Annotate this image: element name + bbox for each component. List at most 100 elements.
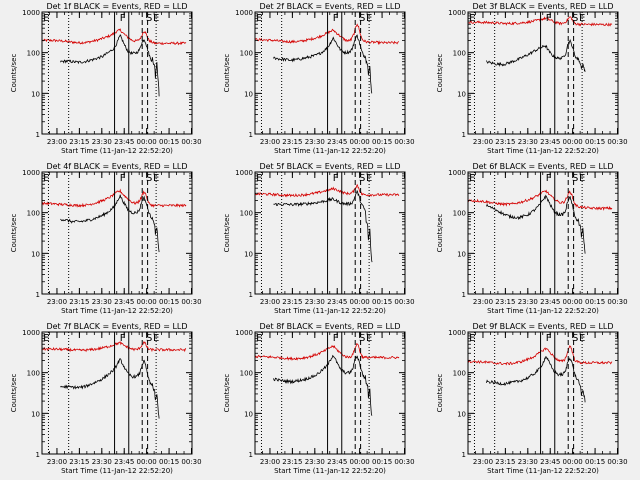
event-marker-label: F	[333, 333, 339, 344]
x-tick-label: 23:00	[473, 458, 493, 466]
x-tick-label: 00:15	[585, 458, 605, 466]
x-axis-label: Start Time (11-Jan-12 22:52:20)	[274, 467, 386, 475]
plot-area	[468, 345, 613, 403]
event-marker-label: E	[43, 173, 49, 184]
x-tick-label: 00:15	[372, 298, 392, 306]
y-tick-label: 100	[453, 50, 466, 58]
x-tick-label: 23:45	[114, 298, 134, 306]
x-tick-label: 23:30	[92, 458, 112, 466]
y-tick-label: 100	[240, 50, 253, 58]
x-tick-label: 23:15	[69, 458, 89, 466]
x-axis-label: Start Time (11-Jan-12 22:52:20)	[274, 307, 386, 315]
x-tick-label: 00:30	[607, 458, 627, 466]
events-series-line	[486, 194, 586, 254]
lld-series-line	[255, 343, 400, 361]
event-marker-label: E	[43, 333, 49, 344]
event-marker-label: E	[256, 333, 262, 344]
x-tick-label: 23:30	[305, 298, 325, 306]
y-tick-label: 1000	[448, 9, 466, 17]
y-tick-label: 1	[36, 131, 40, 139]
y-tick-label: 1000	[235, 9, 253, 17]
x-tick-label: 23:15	[282, 298, 302, 306]
event-marker-label: S	[146, 173, 152, 184]
y-tick-label: 10	[31, 90, 40, 98]
chart-title: Det 2f BLACK = Events, RED = LLD	[259, 2, 400, 11]
x-tick-label: 23:15	[69, 298, 89, 306]
x-tick-label: 00:00	[137, 458, 157, 466]
event-marker-label: E	[153, 173, 159, 184]
event-marker-label: F	[120, 13, 126, 24]
event-marker-label: E	[256, 13, 262, 24]
y-axis-label: Counts/sec	[10, 214, 18, 253]
x-tick-label: 23:30	[92, 138, 112, 146]
event-marker-label: E	[579, 333, 585, 344]
x-axis-label: Start Time (11-Jan-12 22:52:20)	[61, 147, 173, 155]
y-tick-label: 1000	[22, 9, 40, 17]
x-tick-label: 00:15	[372, 458, 392, 466]
plot-area	[255, 183, 400, 263]
x-tick-label: 23:30	[518, 458, 538, 466]
x-tick-label: 00:00	[137, 298, 157, 306]
y-tick-label: 1	[462, 451, 466, 459]
y-tick-label: 10	[457, 90, 466, 98]
x-tick-label: 00:30	[181, 298, 201, 306]
x-tick-label: 23:00	[47, 138, 67, 146]
x-tick-label: 23:45	[114, 138, 134, 146]
y-tick-label: 10	[457, 410, 466, 418]
plot-area	[42, 28, 187, 97]
plot-area	[42, 188, 187, 253]
y-tick-label: 1	[249, 291, 253, 299]
y-axis-label: Counts/sec	[436, 214, 444, 253]
plot-area	[468, 16, 613, 73]
x-tick-label: 23:15	[282, 138, 302, 146]
y-axis-label: Counts/sec	[10, 374, 18, 413]
x-tick-label: 00:15	[585, 138, 605, 146]
event-marker-label: E	[579, 13, 585, 24]
y-tick-label: 1000	[448, 169, 466, 177]
x-tick-label: 23:00	[260, 458, 280, 466]
plot-area	[468, 189, 613, 254]
y-tick-label: 100	[240, 210, 253, 218]
x-tick-label: 23:30	[92, 298, 112, 306]
y-axis-label: Counts/sec	[436, 54, 444, 93]
plot-area	[255, 23, 400, 94]
y-tick-label: 1000	[235, 169, 253, 177]
y-tick-label: 10	[244, 410, 253, 418]
event-marker-label: F	[546, 13, 552, 24]
y-tick-label: 100	[453, 370, 466, 378]
event-marker-label: E	[366, 173, 372, 184]
x-tick-label: 00:15	[159, 458, 179, 466]
x-tick-label: 23:00	[47, 298, 67, 306]
chart-title: Det 6f BLACK = Events, RED = LLD	[472, 162, 613, 171]
y-tick-label: 1000	[22, 329, 40, 337]
lld-series-line	[42, 188, 187, 208]
x-tick-label: 00:30	[181, 458, 201, 466]
x-tick-label: 00:15	[585, 298, 605, 306]
x-axis-label: Start Time (11-Jan-12 22:52:20)	[487, 147, 599, 155]
x-tick-label: 23:45	[540, 298, 560, 306]
y-tick-label: 1	[36, 291, 40, 299]
y-tick-label: 100	[27, 370, 40, 378]
event-marker-label: S	[359, 13, 365, 24]
chart-title: Det 9f BLACK = Events, RED = LLD	[472, 322, 613, 331]
events-series-line	[486, 39, 586, 73]
events-series-line	[486, 356, 586, 403]
event-marker-label: E	[366, 333, 372, 344]
y-tick-label: 10	[244, 90, 253, 98]
y-axis-label: Counts/sec	[223, 214, 231, 253]
x-tick-label: 23:45	[327, 138, 347, 146]
y-tick-label: 1	[462, 291, 466, 299]
x-tick-label: 23:45	[540, 458, 560, 466]
lld-series-line	[255, 183, 400, 198]
x-tick-label: 00:30	[607, 298, 627, 306]
x-tick-label: 23:00	[260, 138, 280, 146]
y-axis-label: Counts/sec	[223, 54, 231, 93]
chart-title: Det 1f BLACK = Events, RED = LLD	[46, 2, 187, 11]
event-marker-label: F	[333, 13, 339, 24]
y-tick-label: 10	[31, 250, 40, 258]
events-series-line	[273, 354, 373, 416]
event-marker-label: S	[146, 13, 152, 24]
